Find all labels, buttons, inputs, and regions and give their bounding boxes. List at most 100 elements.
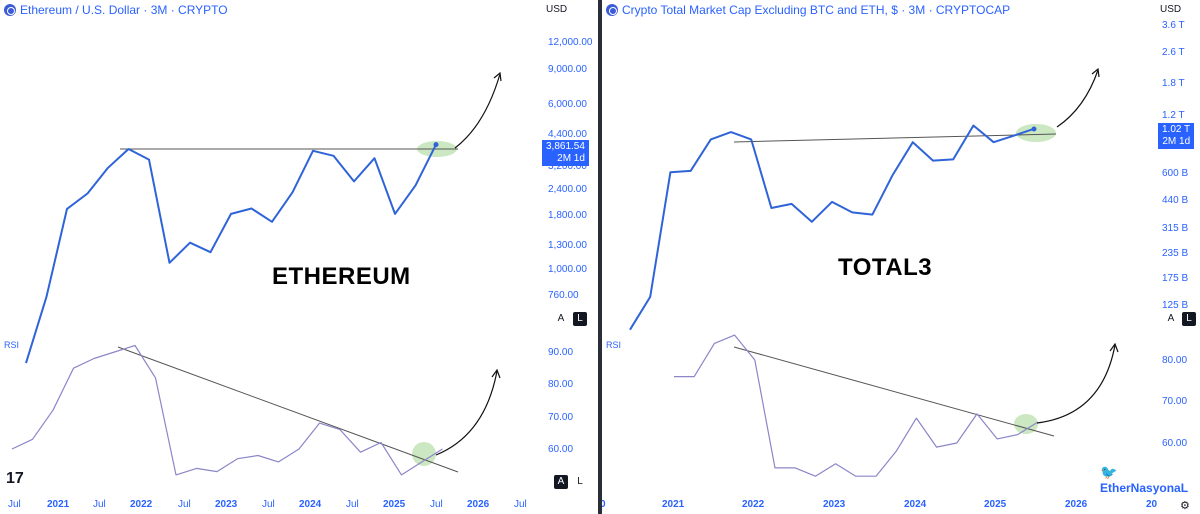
rsi-axis-label: 90.00 [548,347,574,358]
time-axis-label: 2021 [662,499,685,510]
price-axis-label: 315 B [1162,223,1189,234]
time-axis-label: 0 [602,499,606,510]
rsi-axis-label: 60.00 [1162,438,1188,449]
rsi-trendline [117,346,459,473]
price-axis-label: 4,400.00 [548,129,587,140]
author-watermark-text: EtherNasyonaL [1100,481,1189,495]
currency-selector[interactable]: USD [546,4,568,15]
price-axis-label: 600 B [1162,168,1189,179]
total3-chart-panel[interactable]: Crypto Total Market Cap Excluding BTC an… [602,0,1200,514]
time-axis-label: 2025 [984,499,1007,510]
last-price-badge: 1.02 T 2M 1d [1158,123,1195,149]
total3-title-text: Crypto Total Market Cap Excluding BTC an… [622,3,1011,17]
price-axis-label: 125 B [1162,300,1189,311]
last-price-value: 3,861.54 [546,141,585,152]
rsi-indicator-title: RSI [4,340,20,350]
time-axis-label: Jul [262,499,275,510]
time-axis-label: Jul [178,499,191,510]
time-axis-label: 2022 [742,499,765,510]
rsi-axis-label: 80.00 [548,379,574,390]
time-axis-label: 2023 [215,499,238,510]
rsi-projection-arrow [1036,344,1116,424]
rsi-trendline [733,346,1055,437]
price-axis-label: 1,300.00 [548,240,587,251]
last-price-badge: 3,861.54 2M 1d [542,140,589,166]
price-axis-label: 12,000.00 [548,37,593,48]
author-watermark: 🐦 EtherNasyonaL [1100,464,1188,495]
price-axis-label: 440 B [1162,195,1189,206]
settings-gear-icon[interactable]: ⚙ [1180,500,1190,512]
bar-countdown: 2M 1d [557,153,585,164]
rsi-breakout-highlight [1014,414,1038,434]
total3-last-point [1031,126,1037,132]
time-axis-label: 2022 [130,499,153,510]
auto-scale-button[interactable]: A [557,313,565,324]
price-axis-label: 1,000.00 [548,264,587,275]
time-axis-label: Jul [8,499,21,510]
rsi-auto-scale-button[interactable]: A [554,475,568,489]
projection-arrow-head [493,71,502,82]
price-axis-label: 175 B [1162,273,1189,284]
auto-scale-button[interactable]: A [1167,313,1175,324]
bird-logo-icon: 🐦 [1100,464,1118,480]
rsi-axis-label: 80.00 [1162,355,1188,366]
ethereum-annotation-label: ETHEREUM [272,263,411,290]
resistance-trendline [733,133,1057,143]
price-axis-label: 2,400.00 [548,184,587,195]
time-axis-label: 2021 [47,499,70,510]
breakout-highlight [1016,124,1056,142]
rsi-axis-label: 70.00 [548,412,574,423]
panel-divider[interactable] [598,0,602,514]
time-axis-label: 2025 [383,499,406,510]
total3-chart-title: Crypto Total Market Cap Excluding BTC an… [606,3,1010,17]
log-scale-button[interactable]: L [573,312,587,326]
price-axis-label: 235 B [1162,248,1189,259]
eth-last-point [433,142,439,148]
time-axis-label: 20 [1146,499,1158,510]
price-axis-label: 1,800.00 [548,210,587,221]
projection-arrow [1056,69,1099,128]
time-axis-label: Jul [346,499,359,510]
rsi-projection-arrow-head [491,368,501,379]
rsi-axis-label: 70.00 [1162,396,1188,407]
tradingview-logo-icon: 17 [6,470,24,487]
price-axis-label: 2.6 T [1162,47,1185,58]
projection-arrow [454,73,501,149]
rsi-log-scale-button[interactable]: L [577,476,583,487]
price-axis-label: 3.6 T [1162,20,1185,31]
rsi-projection-arrow-head [1109,342,1119,353]
time-axis-label: Jul [514,499,527,510]
ethereum-logo-icon [4,4,16,16]
log-scale-button[interactable]: L [1182,312,1196,326]
bar-countdown: 2M 1d [1162,136,1191,147]
time-axis-label: 2024 [904,499,927,510]
time-axis-label: 2023 [823,499,846,510]
price-axis-label: 6,000.00 [548,99,587,110]
price-axis-label: 3,200.00 [548,161,587,172]
cryptocap-logo-icon [606,4,618,16]
time-axis-label: Jul [430,499,443,510]
ethereum-chart-panel[interactable]: Ethereum / U.S. Dollar · 3M · CRYPTO USD… [0,0,598,514]
price-axis-label: 9,000.00 [548,64,587,75]
rsi-breakout-highlight [412,442,436,466]
total3-rsi-line [674,334,1038,477]
last-price-value: 1.02 T [1162,124,1191,135]
total3-chart-canvas[interactable] [602,0,1200,514]
total3-cap-line [629,124,1035,331]
eth-rsi-line [11,344,443,476]
time-axis-label: 2024 [299,499,322,510]
projection-arrow-head [1091,67,1100,78]
rsi-indicator-title: RSI [606,340,622,350]
ethereum-title-text: Ethereum / U.S. Dollar · 3M · CRYPTO [20,3,228,17]
time-axis-label: 2026 [467,499,490,510]
price-axis-label: 1.2 T [1162,110,1185,121]
eth-price-line [25,144,437,364]
time-axis-label: 2026 [1065,499,1088,510]
time-axis-label: Jul [93,499,106,510]
ethereum-chart-title: Ethereum / U.S. Dollar · 3M · CRYPTO [4,3,228,17]
rsi-projection-arrow [435,370,498,456]
price-axis-label: 760.00 [548,290,579,301]
total3-annotation-label: TOTAL3 [838,254,933,281]
ethereum-chart-canvas[interactable] [0,0,598,514]
currency-selector[interactable]: USD [1160,4,1182,15]
